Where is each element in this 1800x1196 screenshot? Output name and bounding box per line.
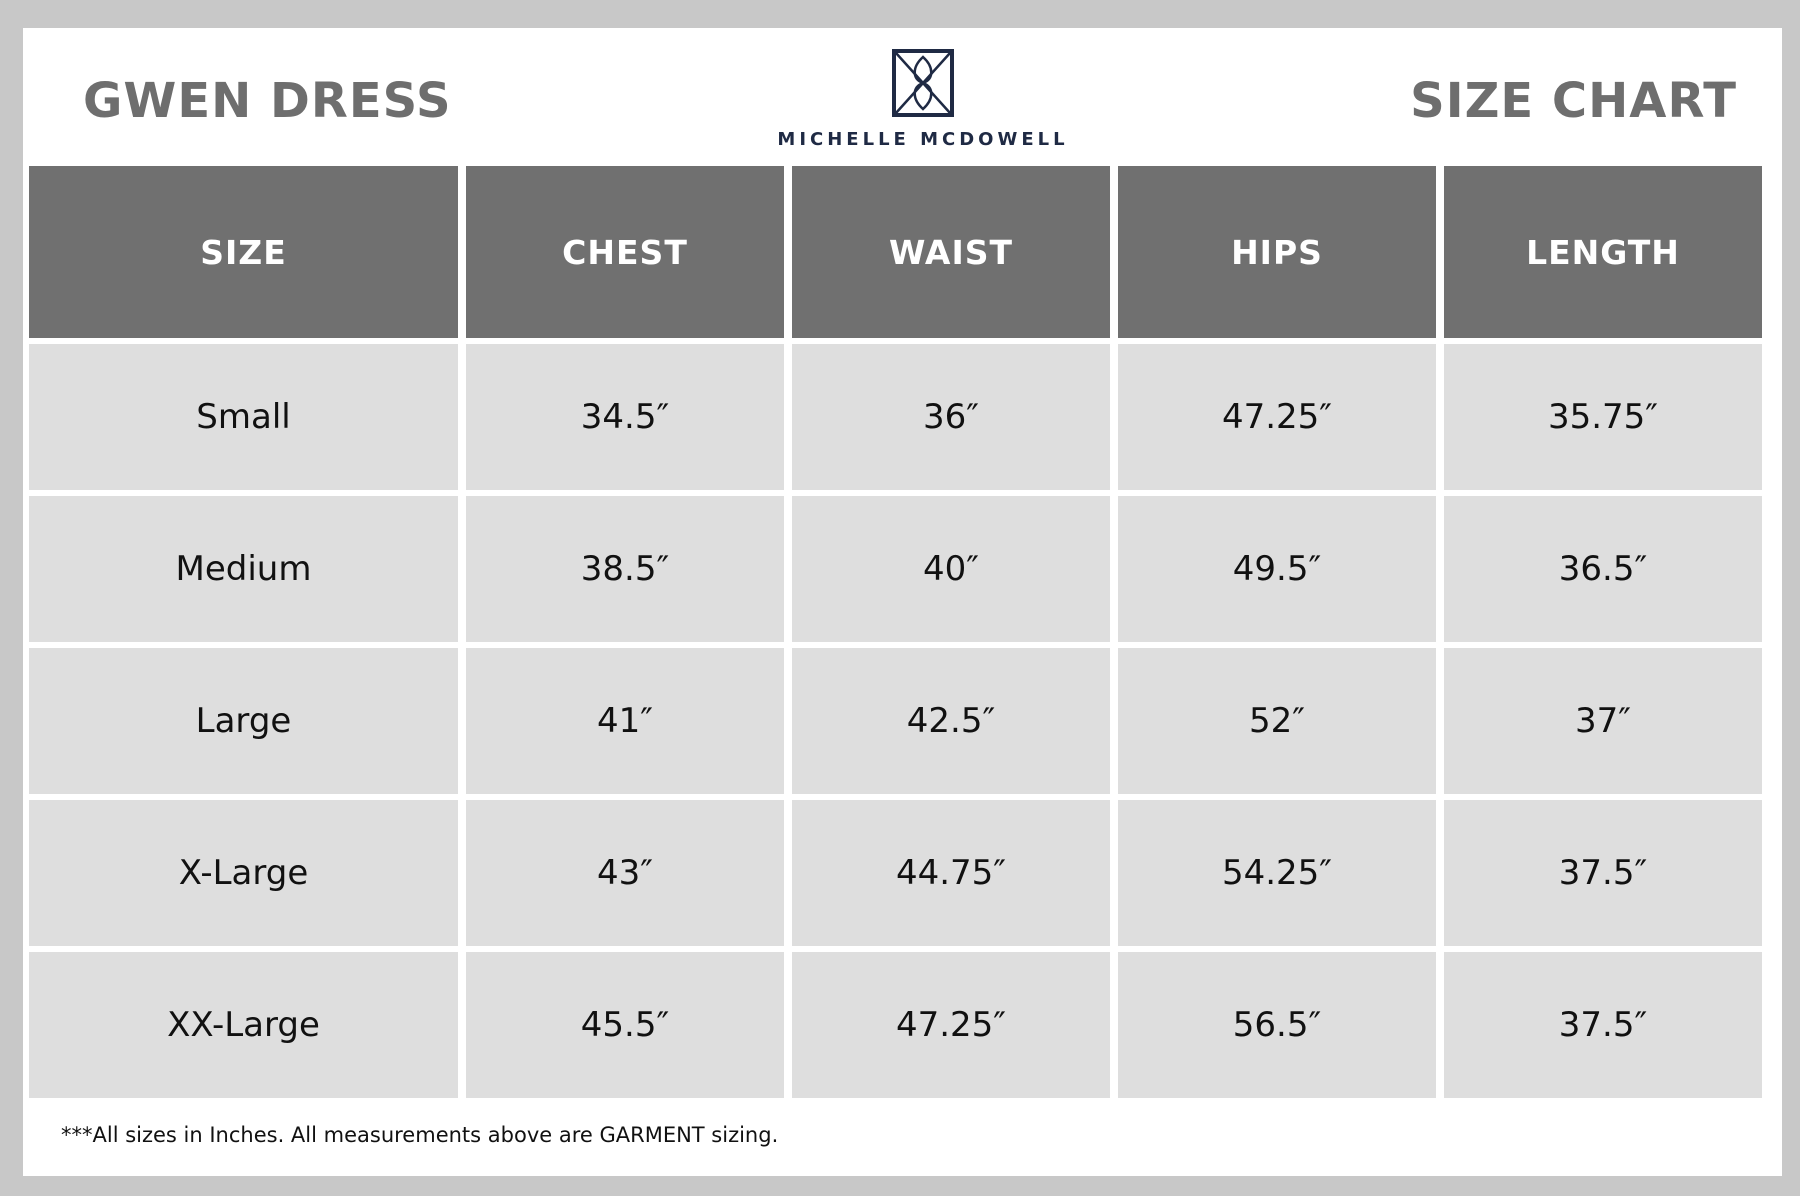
monogram-logo-icon: [892, 49, 954, 117]
size-label: Small: [29, 344, 458, 490]
size-table: SIZE CHEST WAIST HIPS LENGTH Small 34.5″…: [29, 166, 1774, 1098]
length-value: 35.75″: [1444, 344, 1762, 490]
size-label: Medium: [29, 496, 458, 642]
column-header-waist: WAIST: [792, 166, 1110, 338]
chart-title: SIZE CHART: [1410, 73, 1737, 129]
hips-value: 54.25″: [1118, 800, 1436, 946]
hips-value: 49.5″: [1118, 496, 1436, 642]
waist-value: 47.25″: [792, 952, 1110, 1098]
size-label: XX-Large: [29, 952, 458, 1098]
size-chart-sheet: GWEN DRESS MICHELLE MCDOWELL SIZE CHART …: [23, 28, 1782, 1176]
brand-logo: MICHELLE MCDOWELL: [758, 49, 1088, 159]
product-title: GWEN DRESS: [83, 73, 452, 129]
length-value: 37.5″: [1444, 952, 1762, 1098]
size-label: X-Large: [29, 800, 458, 946]
hips-value: 52″: [1118, 648, 1436, 794]
waist-value: 40″: [792, 496, 1110, 642]
size-label: Large: [29, 648, 458, 794]
column-header-length: LENGTH: [1444, 166, 1762, 338]
hips-value: 47.25″: [1118, 344, 1436, 490]
sizing-footnote: ***All sizes in Inches. All measurements…: [61, 1123, 779, 1147]
column-header-size: SIZE: [29, 166, 458, 338]
waist-value: 42.5″: [792, 648, 1110, 794]
column-header-hips: HIPS: [1118, 166, 1436, 338]
chest-value: 38.5″: [466, 496, 784, 642]
length-value: 37″: [1444, 648, 1762, 794]
chest-value: 41″: [466, 648, 784, 794]
length-value: 36.5″: [1444, 496, 1762, 642]
chest-value: 34.5″: [466, 344, 784, 490]
waist-value: 36″: [792, 344, 1110, 490]
waist-value: 44.75″: [792, 800, 1110, 946]
hips-value: 56.5″: [1118, 952, 1436, 1098]
chest-value: 43″: [466, 800, 784, 946]
length-value: 37.5″: [1444, 800, 1762, 946]
brand-name: MICHELLE MCDOWELL: [777, 129, 1069, 150]
chest-value: 45.5″: [466, 952, 784, 1098]
chart-header: GWEN DRESS MICHELLE MCDOWELL SIZE CHART: [23, 28, 1782, 163]
column-header-chest: CHEST: [466, 166, 784, 338]
